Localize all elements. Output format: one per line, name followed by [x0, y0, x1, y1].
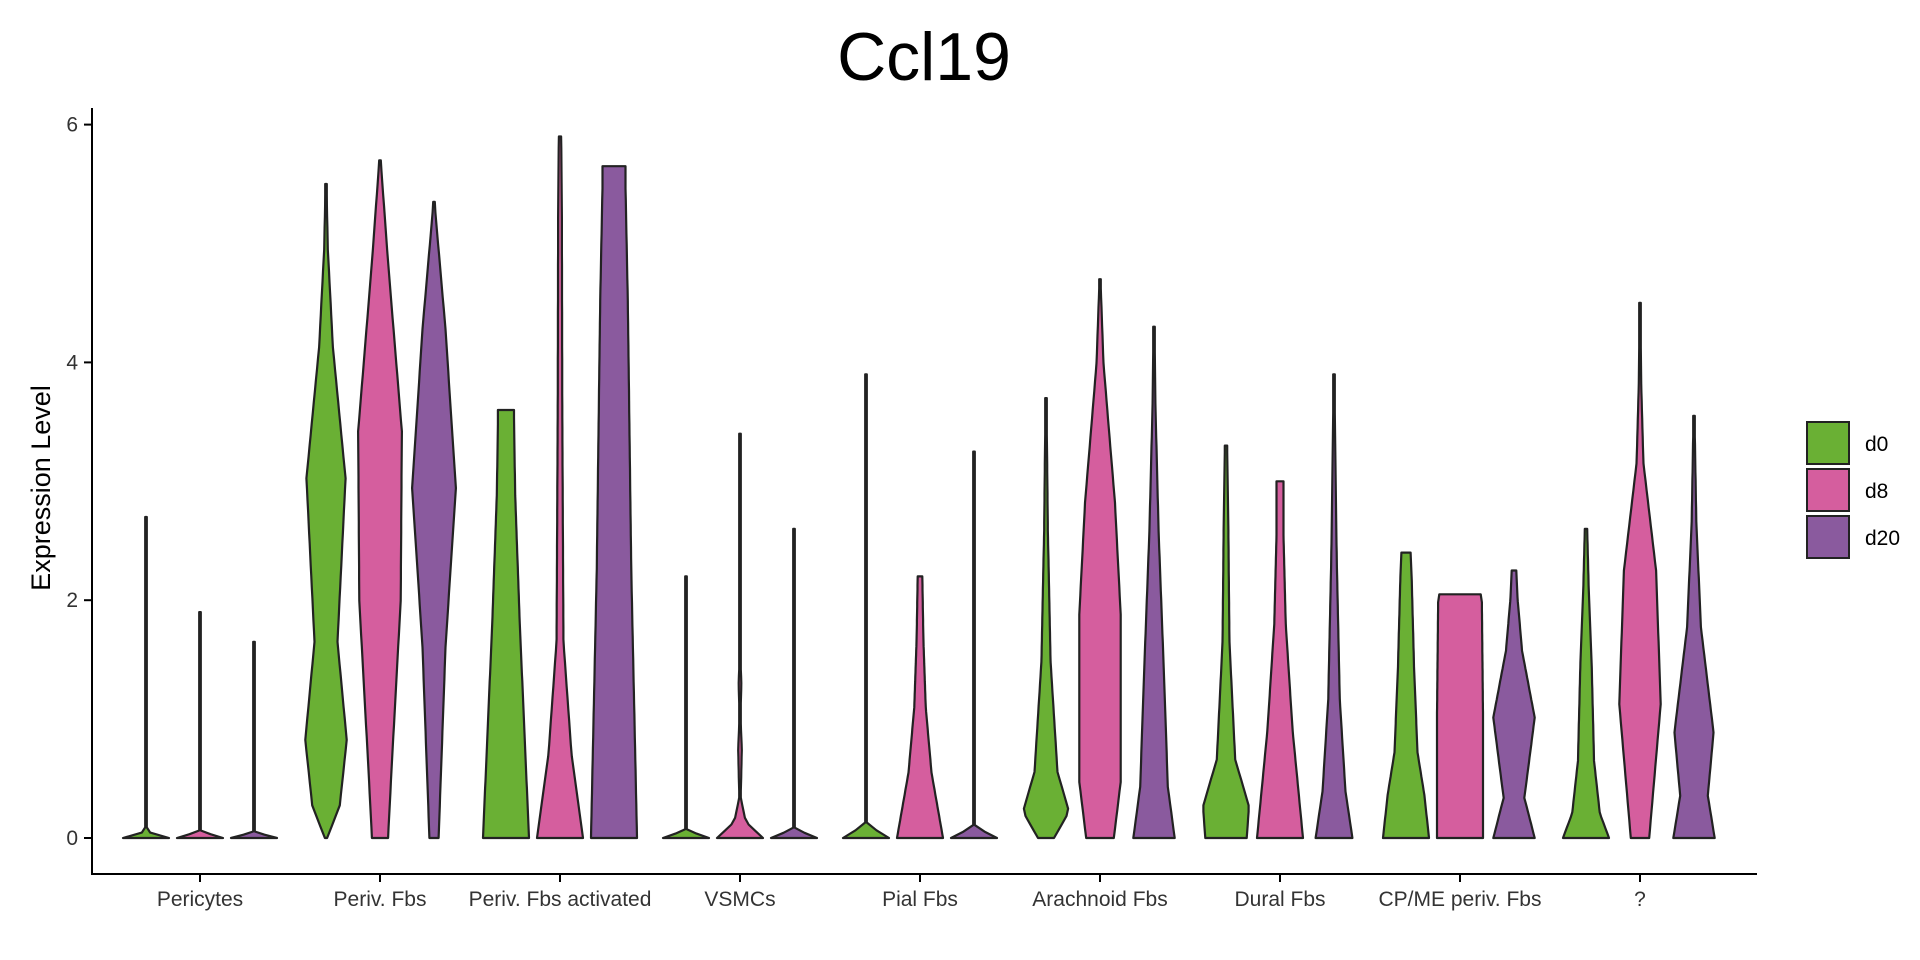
violin-unknown-d20 [1672, 414, 1716, 840]
violin-periv-fbs-activated-d20 [589, 165, 639, 840]
violin-vsmcs-d0 [661, 575, 711, 840]
x-tick-label-unknown: ? [1634, 888, 1646, 911]
x-tick-label-cp-me-periv-fbs: CP/ME periv. Fbs [1379, 888, 1542, 911]
y-tick-label: 4 [66, 351, 78, 374]
violin-vsmcs-d8 [715, 432, 765, 840]
y-tick-label: 2 [66, 589, 78, 612]
violin-pericytes-d20 [229, 640, 279, 840]
violin-pial-fbs-d20 [949, 450, 999, 840]
legend-swatch-d20 [1806, 515, 1850, 559]
violin-vsmcs-d20 [769, 527, 819, 840]
violin-pericytes-d0 [121, 515, 171, 840]
violin-dural-fbs-d20 [1314, 373, 1354, 840]
violin-periv-fbs-activated-d8 [535, 135, 585, 840]
violin-arachnoid-fbs-d0 [1022, 397, 1070, 840]
x-tick-label-pericytes: Pericytes [157, 888, 243, 911]
violin-cp-me-periv-fbs-d0 [1381, 551, 1431, 840]
violin-pericytes-d8 [175, 611, 225, 840]
violin-cp-me-periv-fbs-d20 [1492, 569, 1536, 840]
x-axis-ticks: Pericytes Periv. Fbs Periv. Fbs activated V… [157, 874, 1646, 911]
y-tick-label: 0 [66, 827, 78, 850]
x-tick-label-periv-fbs: Periv. Fbs [334, 888, 427, 911]
x-tick-label-vsmcs: VSMCs [704, 888, 775, 911]
y-axis-label: Expression Level [26, 385, 56, 591]
violin-arachnoid-fbs-d8 [1078, 278, 1122, 840]
legend-label-d8: d8 [1865, 480, 1888, 503]
legend-label-d20: d20 [1865, 527, 1900, 550]
violin-periv-fbs-d8 [357, 159, 403, 840]
violin-periv-fbs-d20 [411, 200, 457, 840]
x-tick-label-arachnoid-fbs: Arachnoid Fbs [1032, 888, 1167, 911]
violin-pial-fbs-d8 [895, 575, 945, 840]
legend-swatch-d8 [1806, 468, 1850, 512]
violin-periv-fbs-activated-d0 [481, 408, 531, 840]
x-tick-label-pial-fbs: Pial Fbs [882, 888, 958, 911]
legend: d0 d8 d20 [1806, 421, 1900, 559]
violin-pial-fbs-d0 [841, 373, 891, 840]
x-tick-label-periv-fbs-activated: Periv. Fbs activated [469, 888, 652, 911]
x-tick-label-dural-fbs: Dural Fbs [1234, 888, 1325, 911]
violin-unknown-d0 [1561, 527, 1611, 840]
y-tick-label: 6 [66, 114, 78, 137]
violin-dural-fbs-d0 [1202, 444, 1250, 840]
violin-periv-fbs-d0 [304, 182, 348, 840]
violin-group [121, 135, 1716, 840]
y-axis-ticks: 0 2 4 6 [66, 114, 92, 850]
violin-arachnoid-fbs-d20 [1132, 325, 1176, 840]
chart-title: Ccl19 [837, 19, 1011, 95]
violin-unknown-d8 [1618, 301, 1662, 840]
violin-dural-fbs-d8 [1255, 480, 1305, 840]
legend-swatch-d0 [1806, 421, 1850, 465]
violin-cp-me-periv-fbs-d8 [1435, 593, 1485, 840]
legend-label-d0: d0 [1865, 433, 1888, 456]
